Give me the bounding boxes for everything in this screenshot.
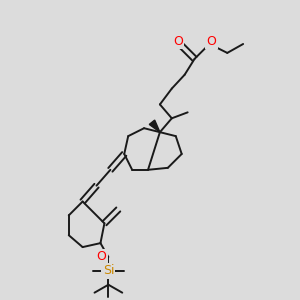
Text: O: O xyxy=(206,34,216,47)
Text: O: O xyxy=(173,34,183,47)
Text: Si: Si xyxy=(103,264,114,278)
Polygon shape xyxy=(149,120,160,132)
Text: O: O xyxy=(97,250,106,263)
